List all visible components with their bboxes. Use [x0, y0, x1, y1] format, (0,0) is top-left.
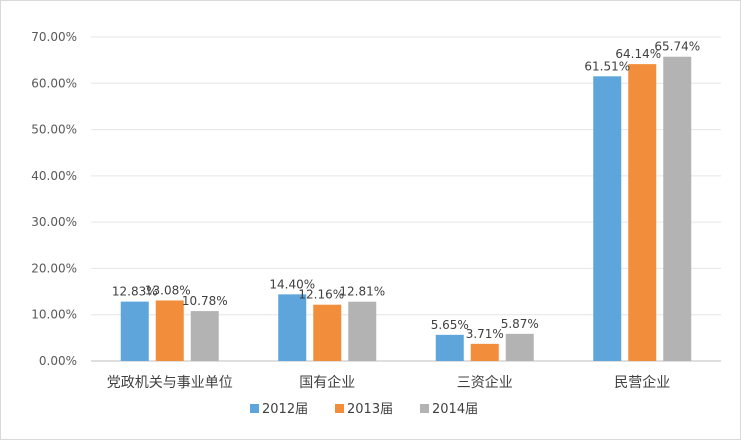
bar [278, 294, 307, 361]
data-label: 14.40% [269, 277, 315, 291]
bar [628, 64, 657, 362]
data-label: 64.14% [615, 47, 661, 61]
x-axis-categories: 党政机关与事业单位 国有企业 三资企业 民营企业 [107, 374, 671, 391]
bar [435, 334, 464, 361]
x-category-label: 国有企业 [299, 374, 355, 391]
legend-swatch [420, 404, 429, 413]
data-label: 65.74% [654, 40, 700, 54]
y-tick-label: 10.00% [31, 308, 77, 322]
bar [505, 333, 534, 361]
data-label: 12.16% [298, 288, 344, 302]
data-label: 13.08% [145, 283, 191, 297]
y-tick-label: 70.00% [31, 30, 77, 44]
bar [470, 343, 499, 361]
y-tick-label: 20.00% [31, 261, 77, 275]
data-label: 61.51% [584, 59, 630, 73]
y-tick-label: 40.00% [31, 169, 77, 183]
data-label: 12.81% [339, 285, 385, 299]
legend-swatch [250, 404, 259, 413]
bar [313, 304, 342, 361]
x-category-label: 三资企业 [457, 374, 513, 391]
y-tick-label: 50.00% [31, 123, 77, 137]
bar [155, 300, 184, 361]
data-label: 10.78% [182, 294, 228, 308]
data-label: 3.71% [466, 327, 504, 341]
x-category-label: 党政机关与事业单位 [107, 375, 233, 391]
bar [348, 301, 377, 361]
data-label: 12.83% [112, 285, 158, 299]
bars [120, 56, 692, 362]
y-tick-label: 0.00% [39, 354, 77, 368]
legend-label: 2012届 [262, 402, 308, 417]
bar [190, 311, 219, 361]
legend-label: 2014届 [432, 402, 478, 417]
gridlines [91, 36, 721, 362]
data-label: 5.65% [431, 318, 469, 332]
legend-label: 2013届 [347, 402, 393, 417]
bar [593, 76, 622, 361]
bar [120, 301, 149, 361]
x-category-label: 民营企业 [614, 374, 670, 391]
bar [663, 56, 692, 361]
data-label: 5.87% [501, 317, 539, 331]
y-tick-label: 30.00% [31, 215, 77, 229]
legend-swatch [335, 404, 344, 413]
data-labels: 12.83%13.08%10.78% 14.40%12.16%12.81% 5.65… [112, 40, 700, 341]
y-tick-label: 60.00% [31, 76, 77, 90]
legend: 2012届 2013届 2014届 [250, 402, 478, 417]
y-axis-ticks: 0.00% 10.00% 20.00% 30.00% 40.00% 50.00% 60.00… [31, 30, 77, 368]
